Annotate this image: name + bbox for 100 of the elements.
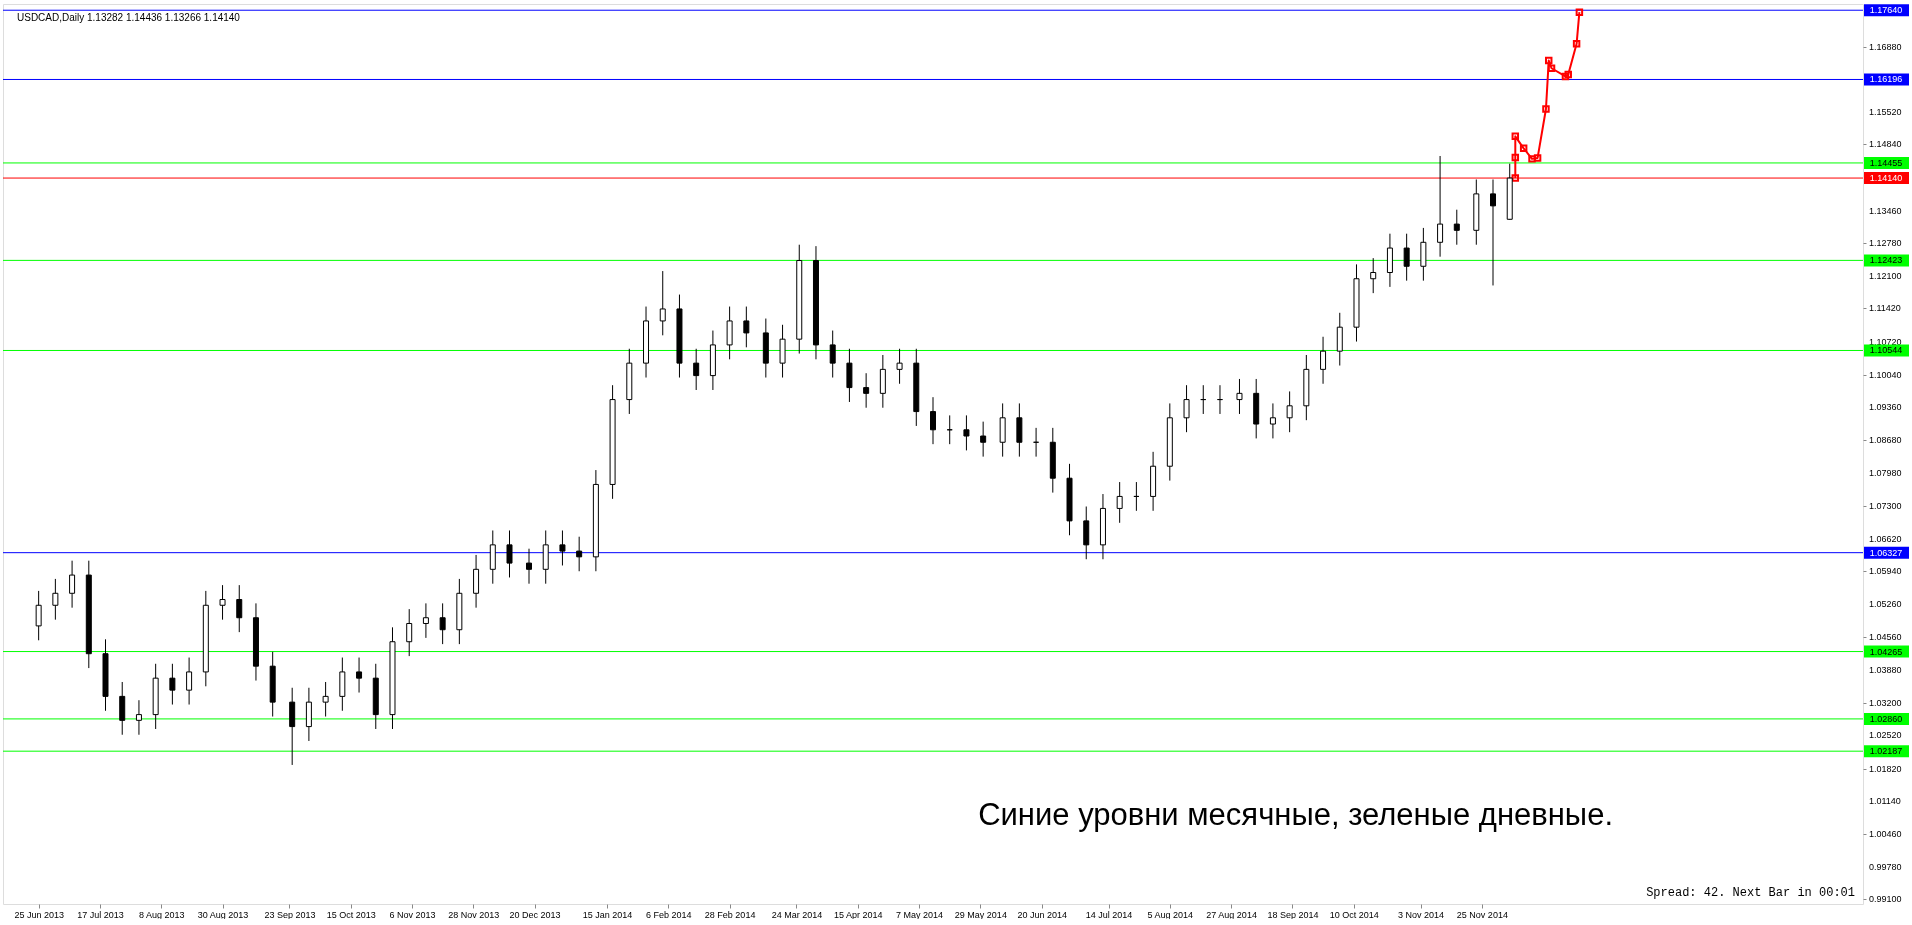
candlestick bbox=[1286, 390, 1293, 433]
x-tick-label: 5 Aug 2014 bbox=[1147, 909, 1194, 920]
annotation: Spread: 42. Next Bar in 00:01 bbox=[1646, 886, 1855, 900]
point bbox=[1564, 70, 1572, 79]
y-tick-label: 1.07300 bbox=[1869, 501, 1902, 512]
ref-line-label: 1.16196 bbox=[1869, 74, 1903, 85]
candlestick bbox=[863, 372, 870, 409]
candlestick bbox=[1403, 233, 1410, 282]
x-tick-label: 30 Aug 2013 bbox=[197, 909, 249, 920]
y-tick-label: 1.01140 bbox=[1869, 796, 1901, 807]
candlestick bbox=[1320, 336, 1327, 385]
candlestick bbox=[1183, 384, 1190, 433]
candlestick bbox=[506, 529, 513, 578]
ref-line-label: 1.04265 bbox=[1869, 646, 1903, 657]
candlestick bbox=[169, 663, 176, 706]
candlestick bbox=[1116, 481, 1123, 524]
x-tick-label: 15 Apr 2014 bbox=[834, 909, 883, 920]
y-tick-label: 1.05260 bbox=[1869, 598, 1902, 609]
y-tick-label: 1.02520 bbox=[1869, 730, 1902, 741]
x-tick-label: 23 Sep 2013 bbox=[264, 909, 316, 920]
x-tick-label: 24 Mar 2014 bbox=[771, 909, 823, 920]
candlestick bbox=[896, 348, 903, 385]
candlestick bbox=[186, 657, 193, 706]
candlestick bbox=[219, 584, 226, 621]
candlestick bbox=[422, 602, 429, 639]
x-tick-label: 25 Jun 2013 bbox=[14, 909, 64, 920]
point bbox=[1542, 105, 1550, 113]
candlestick bbox=[135, 699, 142, 736]
point bbox=[1575, 8, 1584, 16]
annotation: Синие уровни месячные, зеленые дневные. bbox=[978, 797, 1613, 832]
candlestick bbox=[576, 536, 583, 572]
x-tick-label: 3 Nov 2014 bbox=[1398, 909, 1445, 920]
x-tick-label: 20 Jun 2014 bbox=[1017, 909, 1067, 920]
text: USDCAD,Daily 1.13282 1.14436 1.13266 1.14140 bbox=[17, 12, 241, 23]
x-tick-label: 25 Nov 2014 bbox=[1456, 909, 1508, 920]
y-tick-label: 1.12100 bbox=[1869, 270, 1902, 281]
candlestick bbox=[356, 657, 363, 694]
y-tick-label: 1.11420 bbox=[1869, 303, 1901, 314]
candlestick bbox=[1269, 402, 1276, 439]
x-tick-label: 18 Sep 2014 bbox=[1267, 909, 1319, 920]
point bbox=[1572, 40, 1581, 48]
ref-line-label: 1.17640 bbox=[1869, 5, 1903, 16]
point bbox=[1561, 72, 1570, 81]
candlestick bbox=[980, 421, 987, 458]
x-tick-label: 7 May 2014 bbox=[896, 909, 944, 920]
candlestick bbox=[829, 330, 836, 379]
y-tick-label: 1.15520 bbox=[1869, 106, 1902, 117]
x-tick-label: 27 Aug 2014 bbox=[1206, 909, 1257, 920]
x-tick-label: 17 Jul 2013 bbox=[77, 909, 124, 920]
candlestick bbox=[439, 602, 446, 645]
y-tick-label: 1.10720 bbox=[1869, 337, 1902, 348]
y-tick-label: 1.09360 bbox=[1869, 402, 1902, 413]
y-tick-label: 1.12780 bbox=[1869, 238, 1902, 249]
point bbox=[1511, 153, 1520, 162]
x-tick-label: 15 Jan 2014 bbox=[582, 909, 633, 920]
x-tick-label: 20 Dec 2013 bbox=[509, 909, 561, 920]
candlestick bbox=[779, 324, 786, 379]
y-tick-label: 1.05940 bbox=[1869, 566, 1902, 577]
ref-line-label: 1.02187 bbox=[1869, 746, 1903, 757]
candlestick bbox=[322, 681, 329, 718]
x-tick-label: 15 Oct 2013 bbox=[326, 909, 376, 920]
x-tick-label: 8 Aug 2013 bbox=[138, 909, 185, 920]
candlestick bbox=[1437, 155, 1444, 258]
candlestick bbox=[119, 681, 126, 736]
candlestick bbox=[52, 578, 59, 621]
candlestick bbox=[930, 396, 936, 445]
candlestick bbox=[69, 560, 76, 609]
point bbox=[1545, 56, 1553, 65]
x-tick-label: 28 Nov 2013 bbox=[448, 909, 500, 920]
point bbox=[1547, 64, 1556, 72]
candlestick bbox=[743, 306, 750, 348]
point bbox=[1519, 144, 1528, 153]
ref-line-label: 1.12423 bbox=[1869, 255, 1903, 266]
y-tick-label: 0.99100 bbox=[1869, 894, 1902, 905]
y-tick-label: 0.99780 bbox=[1869, 861, 1902, 872]
candlestick bbox=[406, 608, 413, 657]
candlestick bbox=[473, 554, 480, 609]
ref-line-label: 1.14455 bbox=[1869, 157, 1903, 168]
candlestick bbox=[1370, 257, 1377, 294]
ref-line-label: 1.14140 bbox=[1869, 173, 1903, 184]
x-tick-label: 6 Nov 2013 bbox=[389, 909, 436, 920]
candlestick bbox=[1453, 209, 1460, 246]
candlestick bbox=[1490, 178, 1497, 286]
y-tick-label: 1.03200 bbox=[1869, 697, 1902, 708]
y-tick-label: 1.06620 bbox=[1869, 533, 1902, 544]
y-tick-label: 1.07980 bbox=[1869, 468, 1902, 479]
y-tick-label: 1.16880 bbox=[1869, 41, 1902, 52]
x-tick-label: 10 Oct 2014 bbox=[1329, 909, 1379, 920]
y-tick-label: 1.01820 bbox=[1869, 763, 1902, 774]
candlestick bbox=[659, 270, 666, 336]
ref-line-label: 1.06327 bbox=[1869, 547, 1903, 558]
x-tick-label: 29 May 2014 bbox=[954, 909, 1007, 920]
candlestick bbox=[1420, 227, 1427, 282]
point bbox=[1511, 174, 1520, 182]
x-tick-label: 28 Feb 2014 bbox=[704, 909, 756, 920]
y-tick-label: 1.00460 bbox=[1869, 828, 1902, 839]
y-tick-label: 1.13460 bbox=[1869, 205, 1902, 216]
candlestick bbox=[526, 548, 533, 585]
y-tick-label: 1.14840 bbox=[1869, 139, 1902, 150]
y-tick-label: 1.08680 bbox=[1869, 434, 1902, 445]
